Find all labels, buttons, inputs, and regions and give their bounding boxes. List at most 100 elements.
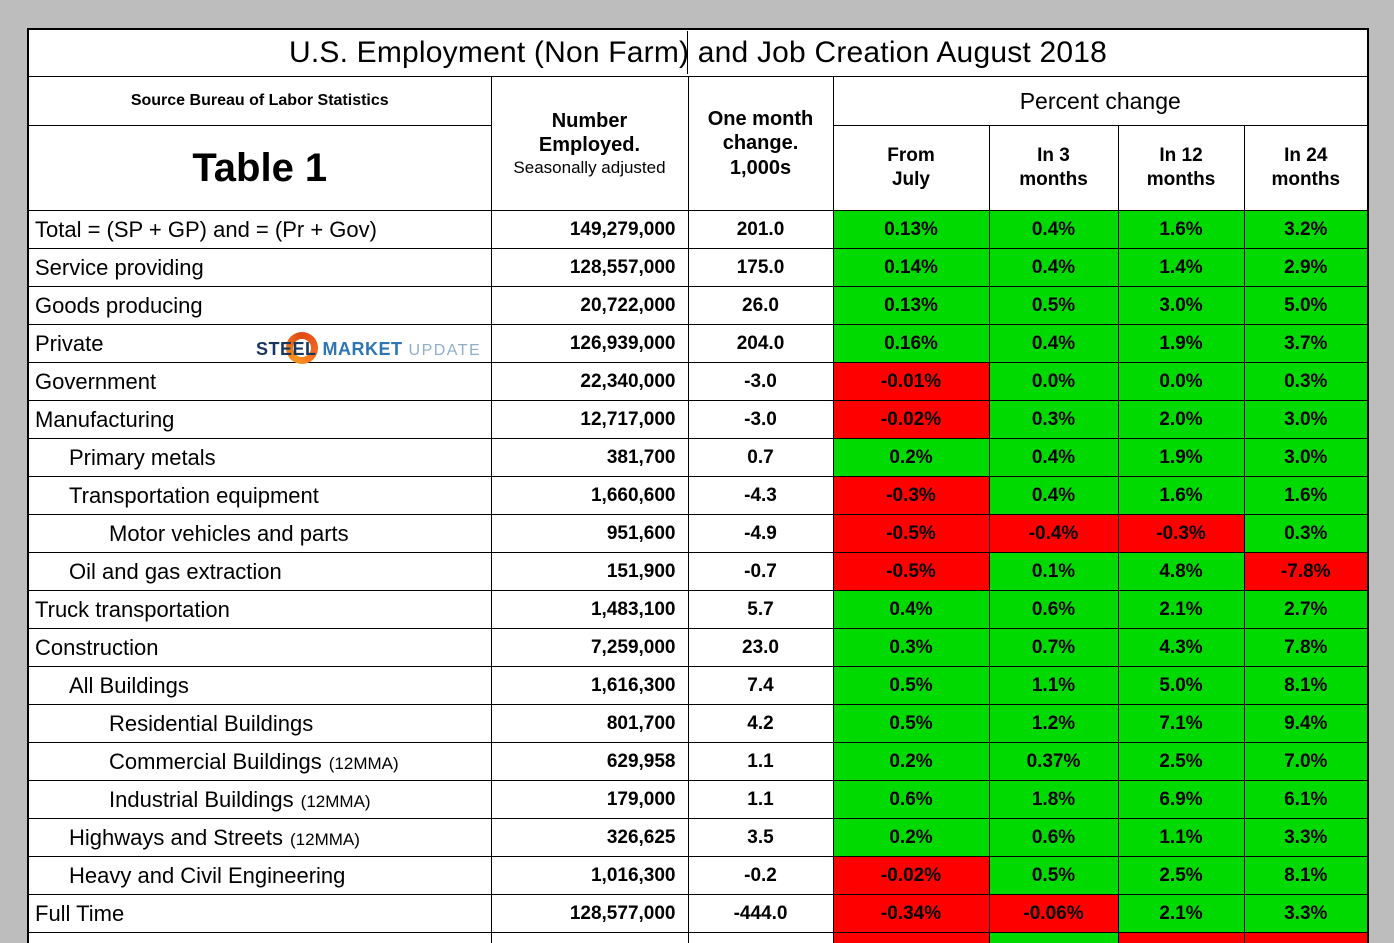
pct-in-12-months: 2.1% [1117, 894, 1245, 933]
one-month-change-value: 7.4 [687, 666, 834, 705]
row-label: Government [35, 368, 157, 394]
pct-in-24-months: 2.7% [1243, 590, 1369, 629]
pct-in-3-months: 1.8% [988, 780, 1119, 819]
one-month-change-value: 201.0 [687, 210, 834, 249]
in-12-months-line2: months [1146, 169, 1216, 190]
employed-value: 128,557,000 [490, 248, 689, 287]
employed-value: 1,660,600 [490, 476, 689, 515]
pct-in-24-months: 1.6% [1243, 476, 1369, 515]
employed-value: 629,958 [490, 742, 689, 781]
pct-in-3-months: 0.1% [988, 932, 1119, 943]
row-label: Truck transportation [35, 596, 230, 622]
pct-from-july: -0.3% [832, 932, 990, 943]
pct-in-12-months: 1.4% [1117, 248, 1245, 287]
table-row: Heavy and Civil Engineering 1,016,300 -0… [27, 856, 1369, 895]
pct-from-july: -0.34% [832, 894, 990, 933]
in-24-months-line1: In 24 [1284, 145, 1328, 167]
pct-from-july: 0.13% [832, 210, 990, 249]
pct-in-3-months: 0.6% [988, 590, 1119, 629]
table-row: Manufacturing 12,717,000 -3.0 -0.02% 0.3… [27, 400, 1369, 439]
employed-value: 326,625 [490, 818, 689, 857]
pct-in-12-months: 7.1% [1117, 704, 1245, 743]
row-label: Goods producing [35, 292, 203, 318]
steel-market-update-logo: STEEL MARKET UPDATE [256, 332, 482, 364]
pct-in-12-months: 1.6% [1117, 210, 1245, 249]
employed-value: 12,717,000 [490, 400, 689, 439]
pct-in-3-months: 1.1% [988, 666, 1119, 705]
row-label-cell: Primary metals [27, 438, 492, 477]
pct-from-july: -0.01% [832, 362, 990, 401]
col-header-in-24-months: In 24 months [1243, 125, 1369, 211]
pct-in-3-months: -0.4% [988, 514, 1119, 553]
pct-in-12-months: 4.8% [1117, 552, 1245, 591]
pct-in-24-months: 3.0% [1243, 400, 1369, 439]
pct-in-3-months: -0.06% [988, 894, 1119, 933]
header-row-2: Table 1 From July In 3 months In 12 mont… [27, 125, 1369, 211]
from-july-line1: From [887, 145, 935, 167]
pct-in-12-months: 0.0% [1117, 362, 1245, 401]
logo-word-steel: STEEL [256, 338, 317, 359]
row-label-cell: All Buildings [27, 666, 492, 705]
change-header-line2: change. [722, 132, 799, 155]
one-month-change-value: 204.0 [687, 324, 834, 363]
table-row: Transportation equipment 1,660,600 -4.3 … [27, 476, 1369, 515]
row-label: Heavy and Civil Engineering [69, 862, 346, 888]
row-label: Manufacturing [35, 406, 175, 432]
pct-in-12-months: 3.0% [1117, 286, 1245, 325]
pct-from-july: 0.2% [832, 742, 990, 781]
pct-from-july: -0.02% [832, 856, 990, 895]
one-month-change-value: -3.0 [687, 362, 834, 401]
row-label-cell: Full Time [27, 894, 492, 933]
pct-in-3-months: 0.6% [988, 818, 1119, 857]
pct-in-24-months: 8.1% [1243, 666, 1369, 705]
pct-in-24-months: 8.1% [1243, 856, 1369, 895]
pct-in-24-months: 3.3% [1243, 818, 1369, 857]
employed-value: 1,616,300 [490, 666, 689, 705]
row-label-suffix: (12MMA) [300, 791, 371, 811]
table-row: Government 22,340,000 -3.0 -0.01% 0.0% 0… [27, 362, 1369, 401]
row-label-suffix: (12MMA) [290, 829, 360, 849]
pct-in-24-months: 3.0% [1243, 438, 1369, 477]
table-row: Truck transportation 1,483,100 5.7 0.4% … [27, 590, 1369, 629]
row-label-cell: Heavy and Civil Engineering [27, 856, 492, 895]
row-label: Transportation equipment [69, 482, 319, 508]
table-row: Part Time 26,913,000 -79.0 -0.3% 0.1% -2… [27, 932, 1369, 943]
row-label-cell: Construction [27, 628, 492, 667]
employed-value: 26,913,000 [490, 932, 689, 943]
row-label-cell: Total = (SP + GP) and = (Pr + Gov) [27, 210, 492, 249]
table-title: U.S. Employment (Non Farm) and Job Creat… [27, 28, 1369, 77]
employed-value: 7,259,000 [490, 628, 689, 667]
pct-in-3-months: 0.3% [988, 400, 1119, 439]
row-label-cell: Transportation equipment [27, 476, 492, 515]
from-july-line2: July [891, 169, 931, 190]
row-label-suffix: (12MMA) [328, 753, 399, 773]
table-row: Construction 7,259,000 23.0 0.3% 0.7% 4.… [27, 628, 1369, 667]
pct-in-24-months: 5.0% [1243, 286, 1369, 325]
pct-from-july: -0.5% [832, 552, 990, 591]
row-label-cell: Part Time [27, 932, 492, 943]
in-3-months-line2: months [1019, 169, 1088, 190]
pct-in-3-months: 0.4% [988, 210, 1119, 249]
table-row: Total = (SP + GP) and = (Pr + Gov) 149,2… [27, 210, 1369, 249]
table-row: Industrial Buildings (12MMA) 179,000 1.1 … [27, 780, 1369, 819]
source-label: Source Bureau of Labor Statistics [27, 76, 492, 126]
pct-in-12-months: 2.1% [1117, 590, 1245, 629]
row-label: All Buildings [69, 672, 189, 698]
one-month-change-value: 0.7 [687, 438, 834, 477]
logo-word-update: UPDATE [408, 341, 482, 359]
pct-in-3-months: 0.37% [988, 742, 1119, 781]
pct-in-12-months: 5.0% [1117, 666, 1245, 705]
pct-from-july: 0.14% [832, 248, 990, 287]
table-row: Goods producing 20,722,000 26.0 0.13% 0.… [27, 286, 1369, 325]
one-month-change-value: -79.0 [687, 932, 834, 943]
row-label: Residential Buildings [109, 710, 314, 736]
row-label-cell: Goods producing [27, 286, 492, 325]
pct-in-12-months: 1.9% [1117, 324, 1245, 363]
row-label-cell: Oil and gas extraction [27, 552, 492, 591]
row-label-cell: Commercial Buildings (12MMA) [27, 742, 492, 781]
row-label-cell: Truck transportation [27, 590, 492, 629]
employed-value: 1,016,300 [490, 856, 689, 895]
col-header-in-3-months: In 3 months [988, 125, 1119, 211]
pct-in-24-months: 3.7% [1243, 324, 1369, 363]
col-header-in-12-months: In 12 months [1117, 125, 1245, 211]
